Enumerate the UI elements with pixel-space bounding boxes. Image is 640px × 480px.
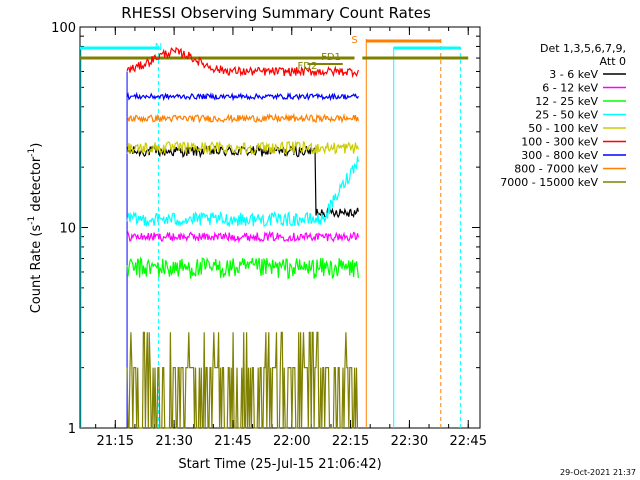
series-line-0 (126, 144, 359, 219)
timestamp: 29-Oct-2021 21:37 (560, 468, 636, 477)
x-tick-label-5: 22:30 (391, 434, 428, 449)
legend-label-4: 50 - 100 keV (528, 122, 598, 135)
series-line-1 (126, 230, 359, 244)
legend-label-8: 7000 - 15000 keV (500, 176, 598, 189)
series-layer (126, 46, 359, 429)
chart-title: RHESSI Observing Summary Count Rates (121, 4, 431, 22)
annotation-s: S (351, 35, 357, 46)
legend-label-7: 800 - 7000 keV (514, 163, 598, 176)
series-line-8 (126, 331, 359, 429)
legend-header-line1: Det 1,3,5,6,7,9, (540, 42, 626, 55)
annotation-fd1: FD1 (321, 52, 341, 63)
y-tick-label-0: 1 (68, 422, 76, 437)
annotation-fd2: FD2 (298, 61, 318, 72)
legend-header-line2: Att 0 (600, 55, 626, 68)
legend-label-2: 12 - 25 keV (535, 95, 598, 108)
y-tick-label-1: 10 (59, 222, 76, 237)
series-line-3 (126, 156, 359, 227)
x-tick-label-3: 22:00 (273, 434, 310, 449)
series-line-4 (126, 140, 359, 156)
legend-label-5: 100 - 300 keV (521, 136, 598, 149)
series-line-6 (126, 91, 359, 102)
series-line-2 (126, 256, 359, 280)
legend-label-6: 300 - 800 keV (521, 149, 598, 162)
x-tick-label-0: 21:15 (97, 434, 134, 449)
series-line-7 (126, 112, 359, 124)
x-axis-label: Start Time (25-Jul-15 21:06:42) (178, 457, 381, 472)
x-tick-label-6: 22:45 (450, 434, 487, 449)
x-tick-label-1: 21:30 (155, 434, 192, 449)
y-tick-label-2: 100 (51, 21, 76, 36)
legend-label-1: 6 - 12 keV (542, 82, 598, 95)
x-tick-label-4: 22:15 (332, 434, 369, 449)
x-tick-label-2: 21:45 (214, 434, 251, 449)
series-line-5 (126, 46, 359, 79)
annotation-n: N (155, 42, 162, 53)
legend-label-0: 3 - 6 keV (549, 68, 598, 81)
legend-label-3: 25 - 50 keV (535, 109, 598, 122)
y-axis-label: Count Rate (s-1 detector-1) (27, 143, 44, 314)
